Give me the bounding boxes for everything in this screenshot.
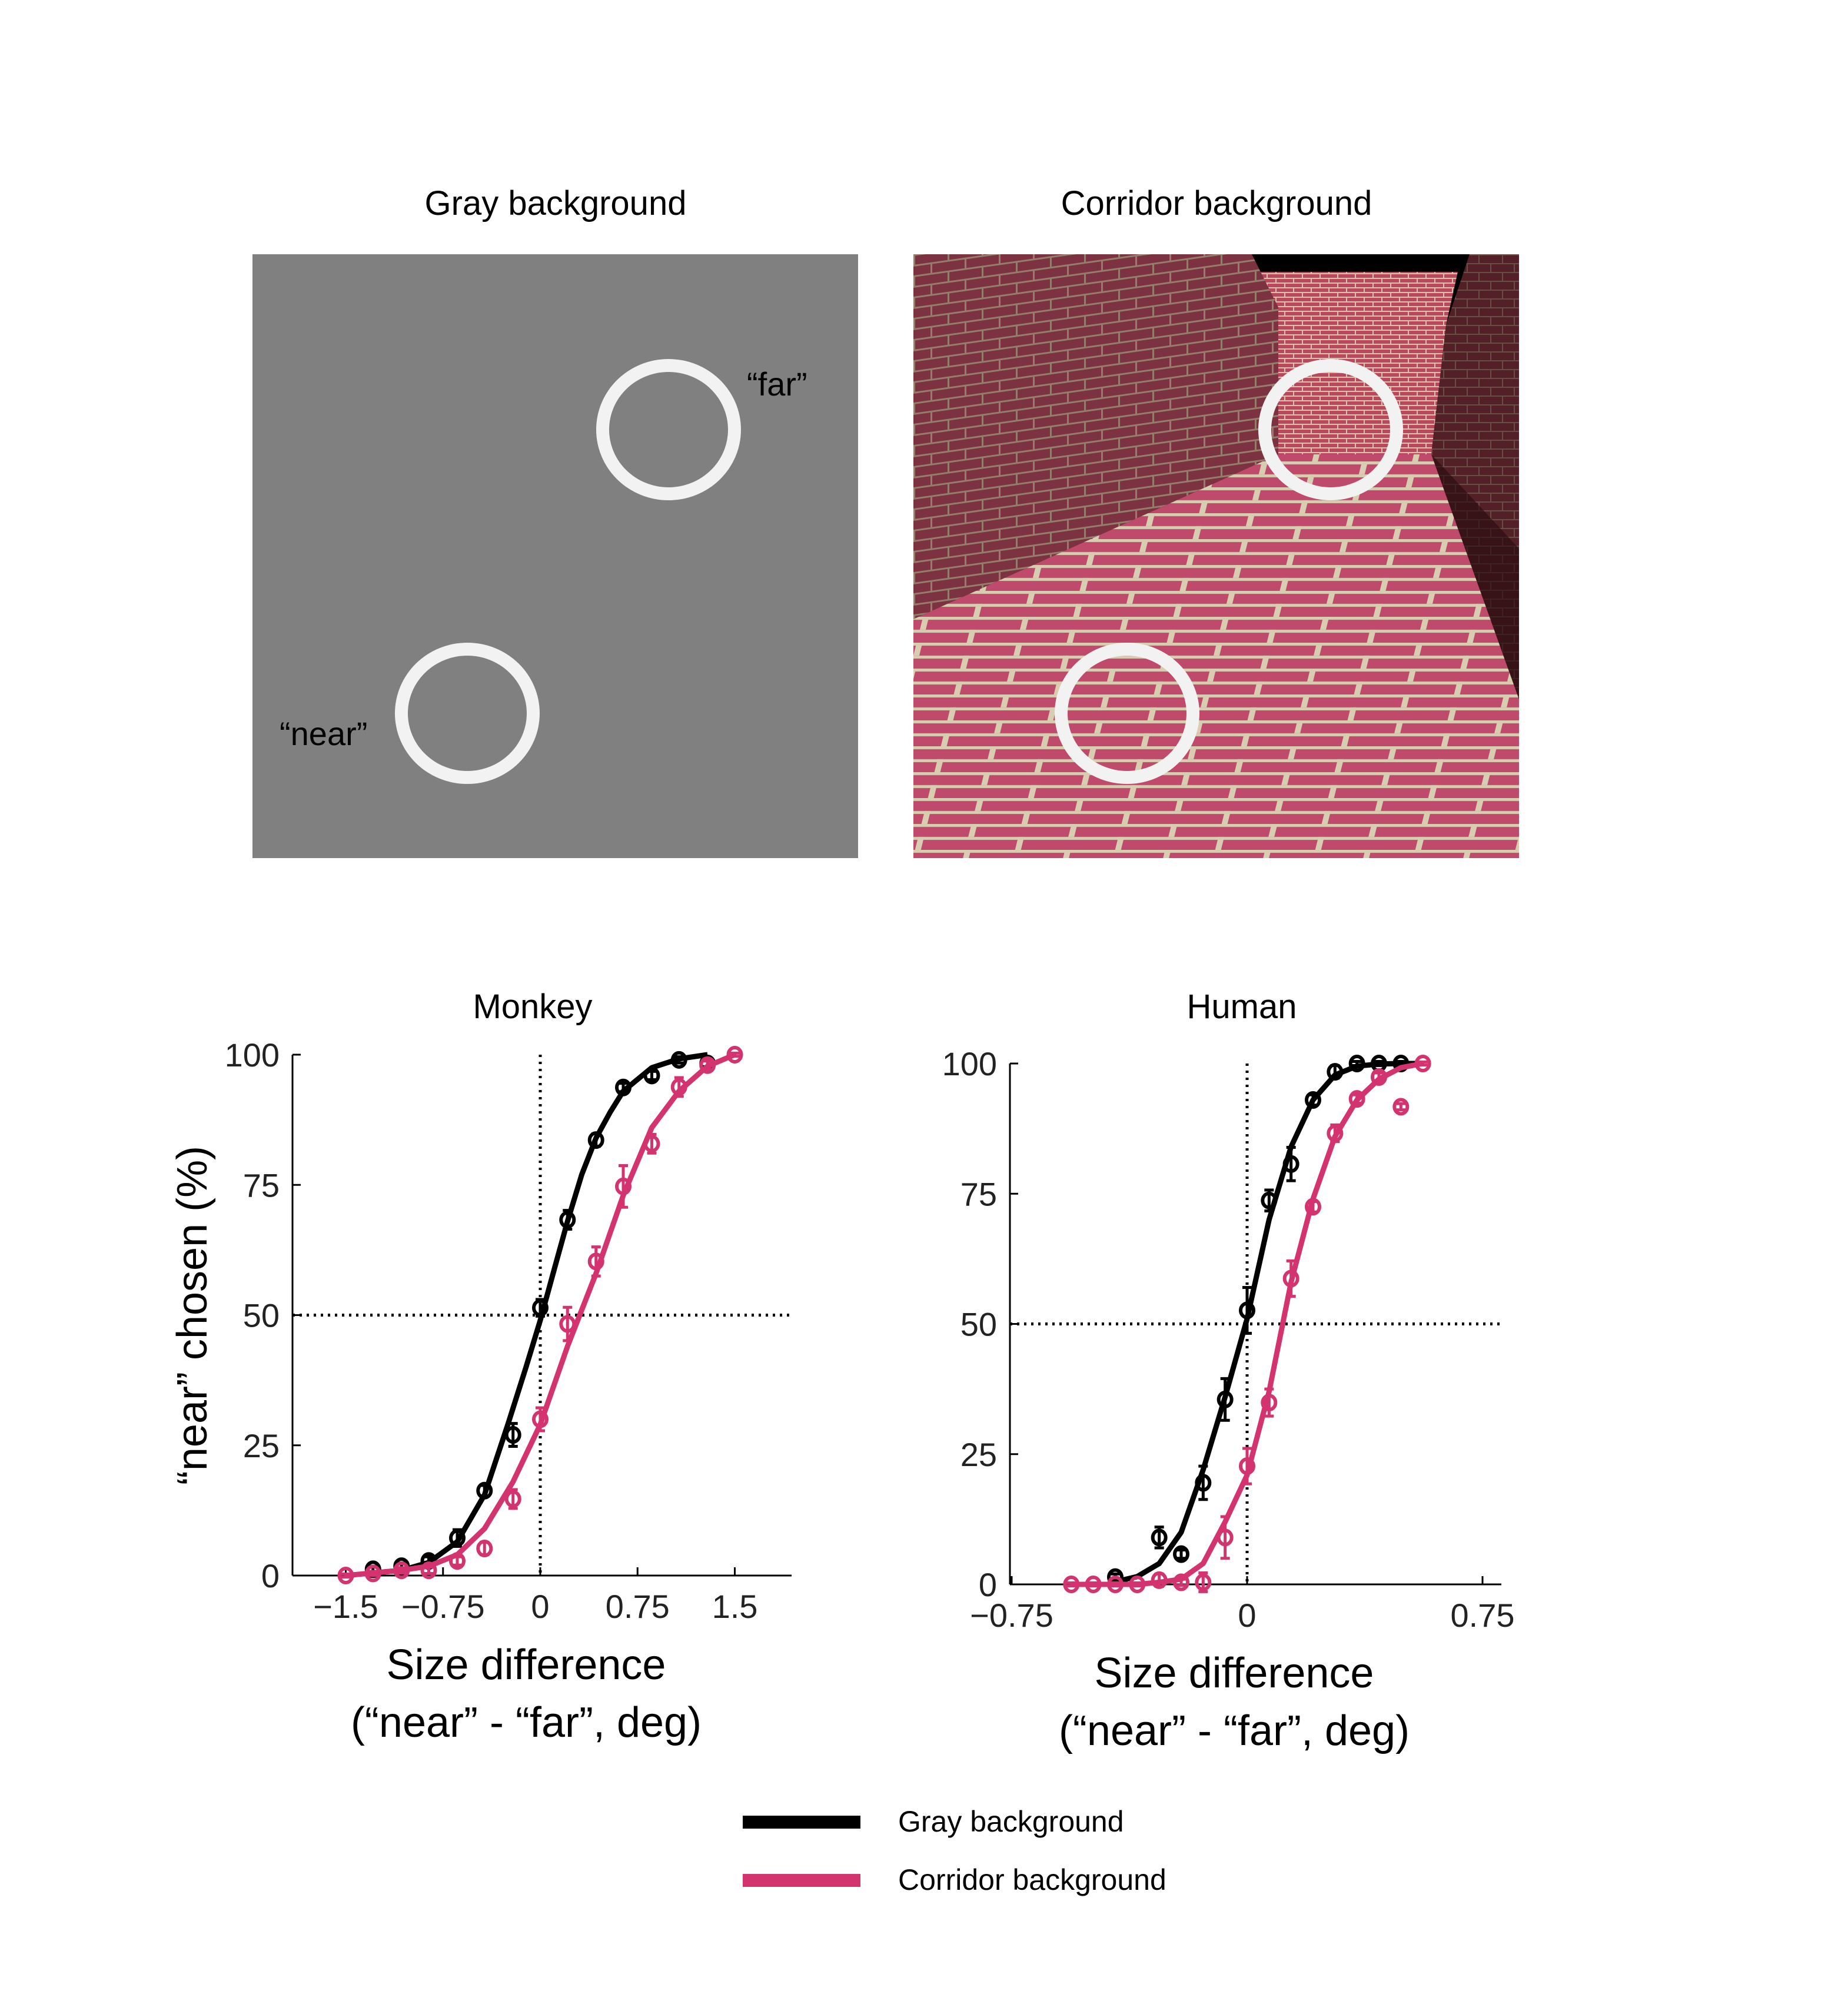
x-tick-label: 0.75 [606, 1588, 670, 1625]
y-tick-label: 50 [243, 1297, 280, 1334]
y-tick-label: 75 [960, 1175, 997, 1212]
x-axis-label-line1: Size difference [1094, 1650, 1374, 1697]
data-point [643, 1135, 660, 1153]
legend-label-gray: Gray background [898, 1805, 1124, 1838]
data-point [532, 1299, 549, 1317]
data-point [504, 1490, 521, 1508]
data-point [1129, 1576, 1146, 1593]
data-point [615, 1177, 632, 1195]
y-tick-label: 25 [243, 1427, 280, 1464]
data-point [1217, 1390, 1234, 1408]
legend-swatch-gray [743, 1816, 860, 1829]
data-point [1063, 1576, 1080, 1593]
data-point [1327, 1124, 1344, 1142]
x-axis-label-line1: Size difference [386, 1641, 666, 1689]
y-tick-label: 75 [243, 1166, 280, 1204]
x-tick-label: −0.75 [970, 1597, 1053, 1634]
y-axis-label: “near” chosen (%) [169, 1145, 216, 1485]
data-point [1414, 1055, 1431, 1072]
y-tick-label: 25 [960, 1436, 997, 1473]
data-point [699, 1056, 716, 1074]
data-point [504, 1426, 521, 1444]
legend-swatch-corridor [743, 1874, 860, 1887]
gray-panel-title: Gray background [424, 184, 687, 222]
series-corridor-background [337, 1046, 743, 1584]
data-point [1282, 1269, 1299, 1288]
y-tick-label: 100 [942, 1045, 997, 1082]
data-point [1217, 1528, 1234, 1547]
data-point [448, 1529, 466, 1547]
chart-title: Human [1187, 988, 1297, 1026]
data-point [1327, 1063, 1344, 1081]
data-point [670, 1078, 687, 1096]
corridor-scene [913, 254, 1519, 858]
data-point [364, 1564, 381, 1583]
data-point [1151, 1571, 1168, 1589]
x-tick-label: 1.5 [712, 1588, 758, 1625]
data-point [1348, 1090, 1365, 1108]
data-point [1239, 1301, 1255, 1320]
far-label: “far” [747, 365, 807, 403]
data-point [1261, 1191, 1278, 1209]
corridor-background-stimulus [913, 254, 1519, 858]
data-point [1173, 1573, 1189, 1591]
y-tick-label: 100 [225, 1036, 280, 1074]
data-point [393, 1561, 410, 1580]
data-point [1195, 1573, 1212, 1591]
x-axis-label-line2: (“near” - “far”, deg) [1058, 1707, 1410, 1754]
data-point [1107, 1576, 1124, 1593]
data-point [448, 1552, 466, 1570]
x-tick-label: −1.5 [313, 1588, 378, 1625]
data-point [1392, 1098, 1410, 1116]
data-point [1151, 1528, 1168, 1547]
data-point [670, 1051, 687, 1069]
data-point [1173, 1545, 1189, 1563]
y-tick-label: 50 [960, 1306, 997, 1343]
data-point [559, 1315, 576, 1333]
x-tick-label: −0.75 [401, 1588, 485, 1625]
series-gray-background [1107, 1055, 1423, 1586]
data-point [1348, 1055, 1365, 1072]
x-tick-label: 0.75 [1451, 1597, 1515, 1634]
data-point [1239, 1457, 1255, 1475]
legend-label-corridor: Corridor background [898, 1863, 1166, 1896]
data-point [476, 1481, 493, 1500]
data-point [337, 1567, 354, 1584]
data-point [1195, 1474, 1212, 1492]
data-point [1305, 1198, 1321, 1216]
x-tick-label: 0 [531, 1588, 549, 1625]
data-point [1261, 1394, 1278, 1412]
data-point [532, 1410, 549, 1428]
data-point [476, 1539, 493, 1557]
data-point [615, 1078, 632, 1096]
fit-curve [373, 1052, 708, 1576]
gray-background-stimulus: “far” “near” [252, 254, 858, 858]
y-tick-label: 0 [979, 1566, 997, 1603]
data-point [726, 1046, 743, 1064]
data-point [420, 1561, 437, 1580]
monkey-x-axis-label: Size difference (“near” - “far”, deg) [351, 1636, 702, 1752]
data-point [643, 1066, 660, 1085]
corridor-panel-title: Corridor background [1061, 184, 1372, 222]
x-axis-label-line2: (“near” - “far”, deg) [350, 1699, 702, 1746]
chart-title: Monkey [473, 988, 592, 1026]
data-point [587, 1131, 604, 1149]
data-point [587, 1252, 604, 1271]
data-point [1371, 1068, 1387, 1086]
x-tick-label: 0 [1238, 1597, 1256, 1634]
data-point [1085, 1576, 1102, 1593]
human-x-axis-label: Size difference (“near” - “far”, deg) [1059, 1644, 1410, 1760]
monkey-chart: Monkey 0 25 50 75 100 −1.5 −0.75 0 0.75 1.5 [225, 988, 792, 1625]
series-corridor-background [1063, 1055, 1431, 1593]
y-tick-label: 0 [261, 1557, 280, 1594]
data-point [559, 1211, 576, 1229]
near-label: “near” [280, 715, 368, 752]
fit-curve [1114, 1061, 1423, 1584]
data-point [1282, 1155, 1299, 1173]
data-point [1305, 1091, 1321, 1109]
